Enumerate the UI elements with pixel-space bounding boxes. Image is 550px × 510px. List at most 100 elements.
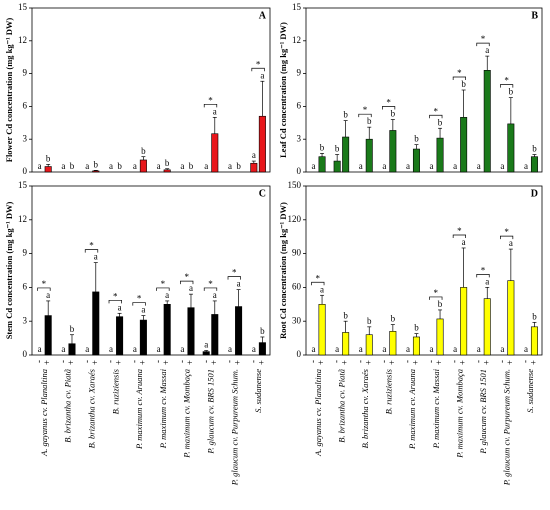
- significance-letter: a: [228, 344, 232, 354]
- significance-letter: b: [141, 146, 146, 156]
- bar: [187, 307, 195, 356]
- treatment-label: +: [66, 360, 76, 365]
- significance-letter: a: [430, 344, 434, 354]
- significance-letter: b: [461, 79, 466, 89]
- significance-asterisk: *: [457, 226, 462, 236]
- significance-letter: b: [414, 323, 419, 333]
- significance-asterisk: *: [504, 227, 509, 237]
- significance-letter: a: [406, 161, 410, 171]
- bar: [116, 316, 124, 356]
- x-tick-label: B. ruziziensis: [110, 368, 120, 414]
- significance-asterisk: *: [434, 106, 439, 116]
- bar: [365, 334, 373, 356]
- treatment-label: +: [161, 360, 171, 365]
- y-tick-label: 3: [23, 315, 28, 325]
- significance-asterisk: *: [256, 59, 261, 69]
- x-tick-label: P. glaucum cv. BRS 1501: [205, 369, 215, 455]
- y-tick-label: 9: [23, 248, 28, 258]
- significance-letter: a: [312, 344, 316, 354]
- significance-bracket: [132, 302, 146, 306]
- treatment-label: +: [458, 360, 468, 365]
- y-tick-label: 12: [18, 214, 27, 224]
- significance-asterisk: *: [481, 265, 486, 275]
- y-tick-label: 0: [297, 349, 302, 359]
- significance-letter: a: [359, 161, 363, 171]
- significance-letter: b: [391, 109, 396, 119]
- significance-letter: b: [414, 134, 419, 144]
- treatment-label: +: [42, 360, 52, 365]
- significance-letter: b: [343, 310, 348, 320]
- bar: [460, 117, 468, 173]
- significance-asterisk: *: [42, 279, 47, 289]
- significance-letter: a: [38, 161, 42, 171]
- significance-bracket: [108, 299, 122, 304]
- bar: [436, 318, 444, 356]
- bar: [530, 156, 538, 173]
- significance-letter: a: [500, 161, 504, 171]
- y-tick-label: 15: [18, 180, 28, 190]
- y-tick-label: 0: [297, 166, 302, 176]
- treatment-label: -: [153, 360, 163, 363]
- significance-letter: b: [236, 161, 241, 171]
- significance-letter: b: [70, 324, 75, 334]
- significance-letter: a: [189, 283, 193, 293]
- bar: [436, 137, 444, 173]
- y-axis-label: Stem Cd concentration (mg kg⁻¹ DW): [4, 202, 14, 340]
- significance-letter: a: [524, 161, 528, 171]
- bar: [163, 169, 171, 173]
- significance-letter: a: [133, 161, 137, 171]
- bar: [412, 148, 420, 173]
- bar: [342, 136, 350, 173]
- treatment-label: +: [316, 360, 326, 365]
- treatment-label: -: [355, 360, 365, 363]
- x-tick-label: P. maximum cv. Massai: [158, 368, 168, 449]
- y-tick-label: 9: [297, 68, 302, 78]
- panel-label: D: [531, 188, 538, 199]
- significance-bracket: [429, 114, 443, 119]
- significance-letter: b: [335, 144, 340, 154]
- bar: [318, 303, 326, 356]
- significance-asterisk: *: [457, 68, 462, 78]
- significance-letter: b: [391, 314, 396, 324]
- panel: 0 30 60 90 120 150 D Root Cd concentration (mg …: [278, 180, 543, 486]
- x-tick-label: B. brizantha cv. Xaraés: [360, 368, 370, 448]
- bar: [139, 319, 147, 356]
- significance-bracket: [37, 287, 51, 291]
- treatment-label: -: [426, 360, 436, 363]
- significance-letter: b: [343, 110, 348, 120]
- significance-bracket: [84, 249, 99, 253]
- significance-bracket: [500, 84, 514, 88]
- significance-letter: a: [320, 284, 324, 294]
- significance-letter: a: [509, 238, 513, 248]
- y-tick-label: 150: [288, 180, 302, 190]
- treatment-label: +: [233, 360, 243, 365]
- y-axis-label: Flower Cd concentration (mg kg⁻¹ DW): [4, 18, 14, 163]
- significance-asterisk: *: [363, 105, 368, 115]
- significance-letter: a: [213, 106, 217, 116]
- significance-letter: a: [462, 237, 466, 247]
- significance-bracket: [156, 287, 170, 291]
- x-tick-label: P. maximum cv. Massai: [431, 368, 441, 449]
- y-tick-label: 60: [292, 281, 302, 291]
- treatment-label: -: [308, 360, 318, 363]
- x-tick-label: S. sudanense: [253, 369, 263, 413]
- significance-letter: a: [157, 344, 161, 354]
- panel: 0 3 6 9 12 15 A Flower Cd concentration (mg kg⁻…: [4, 2, 271, 176]
- panel: 0 3 6 9 12 15 C Stem Cd concentration (mg kg⁻¹ …: [4, 180, 271, 486]
- significance-asterisk: *: [386, 98, 391, 108]
- significance-letter: a: [382, 161, 386, 171]
- bar: [44, 166, 52, 173]
- significance-letter: b: [532, 311, 537, 321]
- treatment-label: -: [81, 360, 91, 363]
- significance-letter: b: [367, 116, 372, 126]
- treatment-label: +: [209, 360, 219, 365]
- treatment-label: -: [473, 360, 483, 363]
- significance-asterisk: *: [481, 34, 486, 44]
- treatment-label: -: [496, 360, 506, 363]
- y-tick-label: 6: [23, 281, 28, 291]
- treatment-label: +: [411, 360, 421, 365]
- significance-letter: a: [228, 161, 232, 171]
- bar: [530, 326, 538, 356]
- bar: [483, 70, 491, 173]
- bar: [163, 303, 171, 356]
